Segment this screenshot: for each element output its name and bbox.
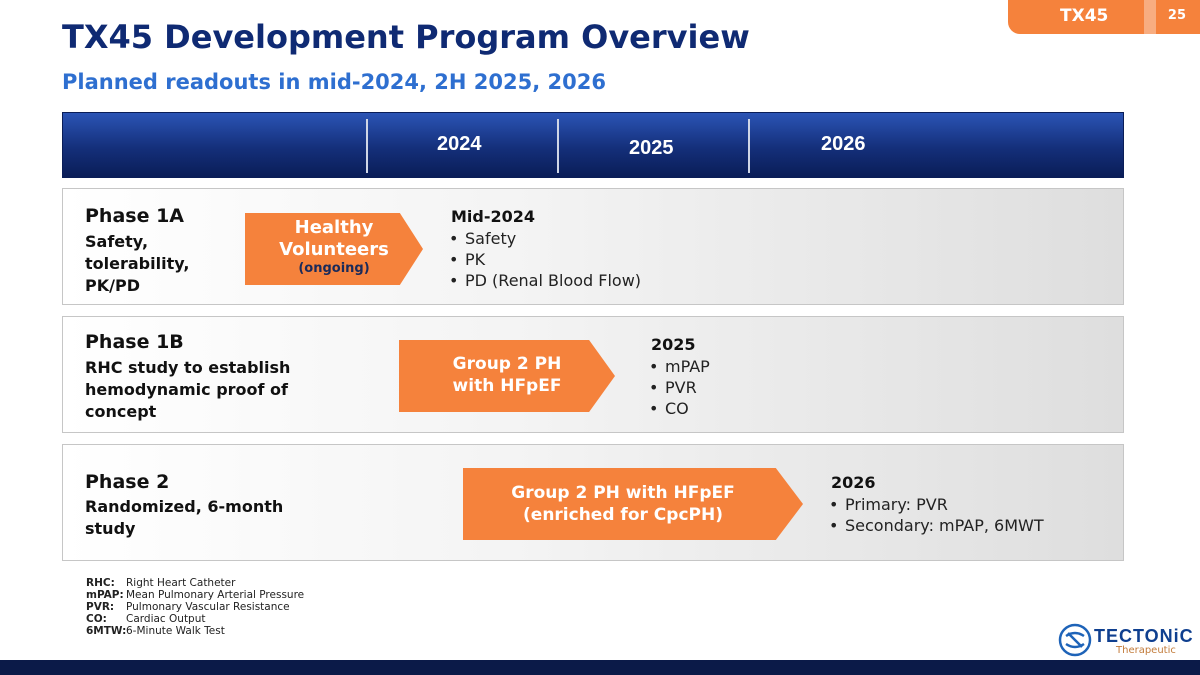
readout-heading: 2026	[831, 473, 876, 492]
arrow-line: Healthy	[294, 217, 374, 238]
phase-description: Safety, tolerability, PK/PD	[85, 231, 189, 297]
abbreviation-term: RHC:	[86, 577, 115, 589]
phase-description: Randomized, 6-month study	[85, 496, 283, 540]
phase-description-line: Randomized, 6-month	[85, 497, 284, 516]
phase-description: RHC study to establish hemodynamic proof…	[85, 357, 290, 423]
readout-bullets: Primary: PVR Secondary: mPAP, 6MWT	[829, 494, 1044, 536]
readout-bullet: CO	[649, 398, 710, 419]
abbreviation-definition: 6-Minute Walk Test	[126, 625, 225, 637]
slide-title: TX45 Development Program Overview	[62, 18, 750, 56]
arrow-status: (ongoing)	[298, 261, 370, 276]
readout-bullet: Secondary: mPAP, 6MWT	[829, 515, 1044, 536]
readout-heading: Mid-2024	[451, 207, 536, 226]
timeline-year-2025: 2025	[629, 137, 674, 159]
abbreviation-definition: Right Heart Catheter	[126, 577, 236, 589]
population-arrow: Group 2 PH with HFpEF	[399, 340, 615, 412]
phase-label: Phase 1B	[85, 331, 184, 353]
abbreviation-definition: Pulmonary Vascular Resistance	[126, 601, 290, 613]
abbreviation-definition: Mean Pulmonary Arterial Pressure	[126, 589, 305, 601]
timeline-separator	[366, 119, 368, 173]
abbreviation-term: mPAP:	[86, 589, 124, 601]
timeline-header: 2024 2025 2026	[62, 112, 1124, 178]
section-tag-name: TX45	[1060, 6, 1109, 26]
phase-row-1b: Phase 1B RHC study to establish hemodyna…	[62, 316, 1124, 433]
readout-bullets: Safety PK PD (Renal Blood Flow)	[449, 228, 641, 291]
arrow-line: Group 2 PH with HFpEF	[511, 483, 735, 503]
phase-row-1a: Phase 1A Safety, tolerability, PK/PD Hea…	[62, 188, 1124, 305]
phase-label: Phase 2	[85, 471, 170, 493]
readout-heading: 2025	[651, 335, 696, 354]
abbreviation-definition: Cardiac Output	[126, 613, 206, 625]
phase-row-2: Phase 2 Randomized, 6-month study Group …	[62, 444, 1124, 561]
company-logo: TECTONiC Therapeutic	[1058, 623, 1193, 659]
readout-bullet: Safety	[449, 228, 641, 249]
timeline-separator	[748, 119, 750, 173]
section-tag: TX45 25	[1008, 0, 1200, 34]
logo-subtitle: Therapeutic	[1116, 645, 1176, 656]
abbreviation-term: PVR:	[86, 601, 115, 613]
arrow-line: Volunteers	[279, 239, 389, 260]
arrow-line: with HFpEF	[452, 376, 562, 396]
logo-name: TECTONiC	[1094, 626, 1194, 646]
page-number: 25	[1167, 8, 1186, 23]
abbreviation-row: PVR: Pulmonary Vascular Resistance	[86, 601, 304, 613]
readout-bullets: mPAP PVR CO	[649, 356, 710, 419]
readout-bullet: Primary: PVR	[829, 494, 1044, 515]
phase-description-line: tolerability,	[85, 254, 190, 273]
timeline-separator	[557, 119, 559, 173]
logo-mark-icon	[1058, 623, 1092, 657]
readout-bullet: PK	[449, 249, 641, 270]
abbreviation-term: 6MTW:	[86, 625, 127, 637]
phase-description-line: study	[85, 519, 136, 538]
readout-bullet: mPAP	[649, 356, 710, 377]
phase-label: Phase 1A	[85, 205, 185, 227]
phase-description-line: Safety,	[85, 232, 149, 251]
arrow-line: (enriched for CpcPH)	[523, 505, 723, 525]
phase-description-line: concept	[85, 402, 157, 421]
arrow-line: Group 2 PH	[452, 354, 562, 374]
abbreviation-row: mPAP: Mean Pulmonary Arterial Pressure	[86, 589, 304, 601]
slide-subtitle: Planned readouts in mid-2024, 2H 2025, 2…	[62, 70, 606, 94]
abbreviation-term: CO:	[86, 613, 107, 625]
phase-description-line: hemodynamic proof of	[85, 380, 288, 399]
timeline-year-2024: 2024	[437, 133, 482, 155]
population-arrow: Healthy Volunteers (ongoing)	[245, 213, 423, 285]
abbreviations-legend: RHC: Right Heart Catheter mPAP: Mean Pul…	[86, 577, 304, 637]
readout-bullet: PD (Renal Blood Flow)	[449, 270, 641, 291]
timeline-year-2026: 2026	[821, 133, 866, 155]
abbreviation-row: CO: Cardiac Output	[86, 613, 304, 625]
population-arrow: Group 2 PH with HFpEF (enriched for CpcP…	[463, 468, 803, 540]
phase-description-line: PK/PD	[85, 276, 140, 295]
abbreviation-row: RHC: Right Heart Catheter	[86, 577, 304, 589]
phase-description-line: RHC study to establish	[85, 358, 291, 377]
section-tag-divider	[1144, 0, 1156, 34]
footer-bar	[0, 660, 1200, 675]
abbreviation-row: 6MTW: 6-Minute Walk Test	[86, 625, 304, 637]
readout-bullet: PVR	[649, 377, 710, 398]
